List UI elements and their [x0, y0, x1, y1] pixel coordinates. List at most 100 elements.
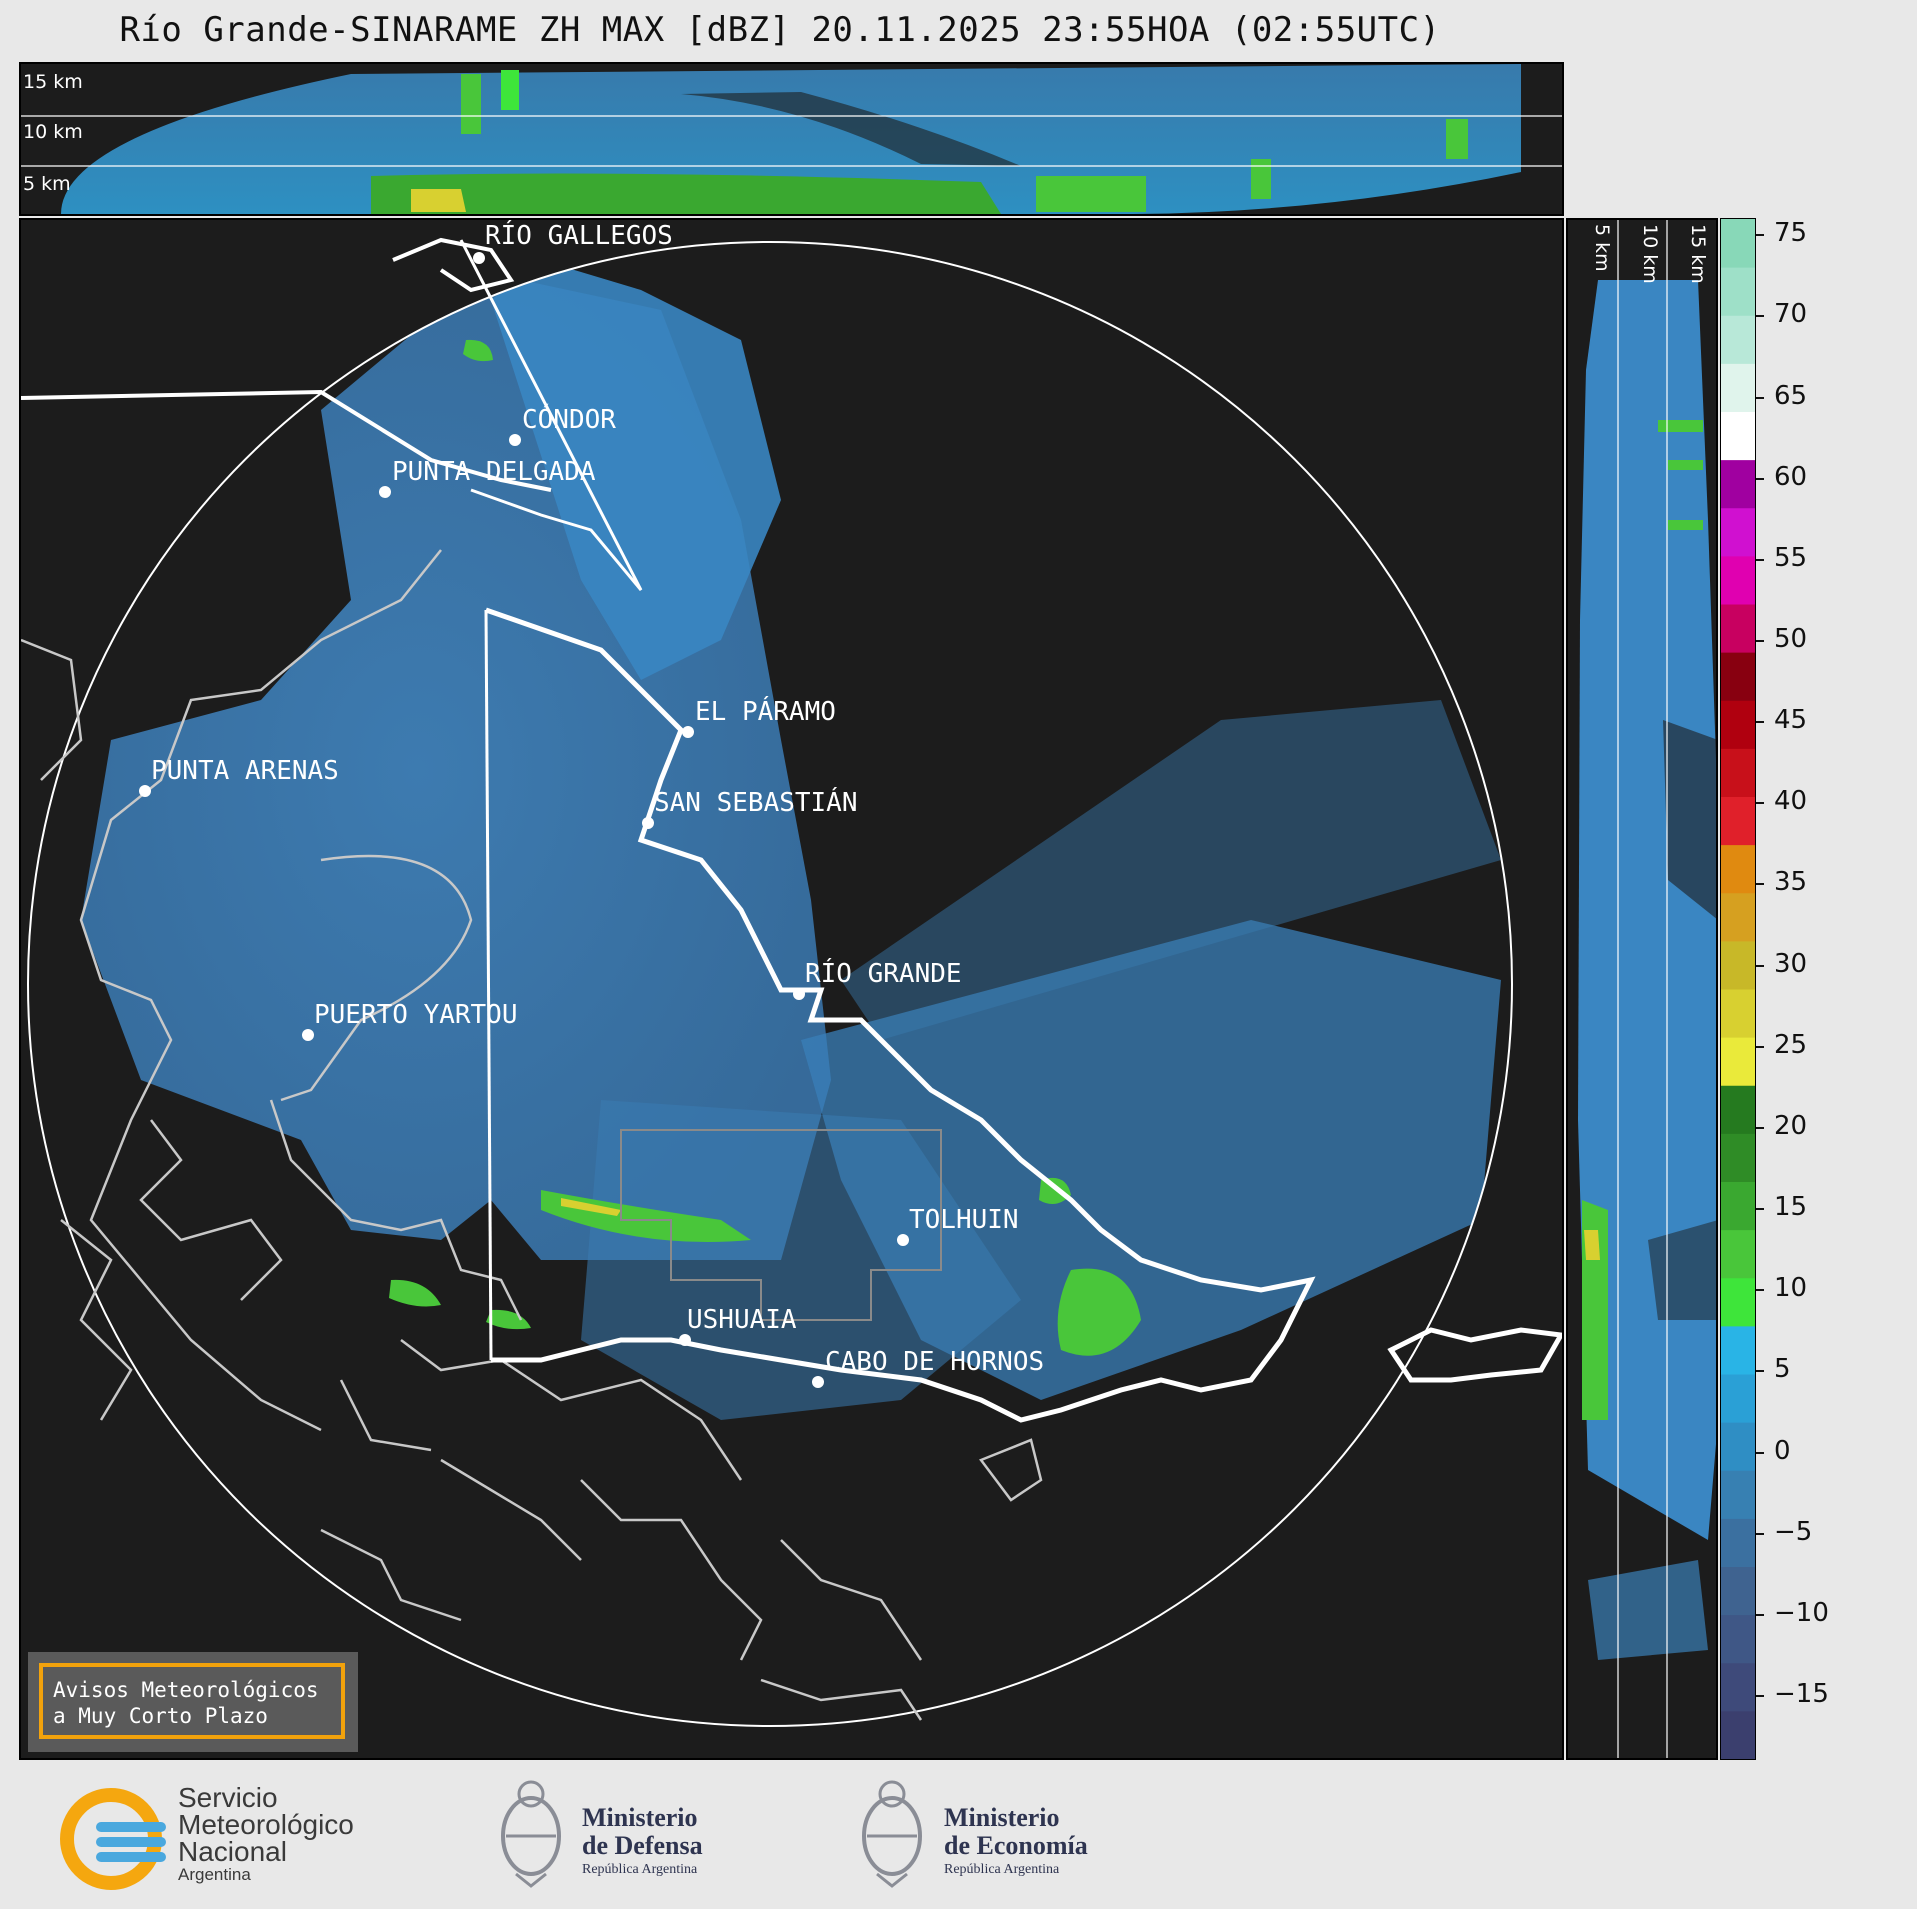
- colorbar-tick-mark: [1756, 1289, 1764, 1292]
- echo-convective-band: [561, 1198, 621, 1216]
- colorbar-band: [1721, 1037, 1755, 1086]
- colorbar-band: [1721, 507, 1755, 557]
- notice-line: Avisos Meteorológicos: [53, 1678, 319, 1702]
- colorbar-tick-label: 45: [1774, 705, 1808, 736]
- colorbar-tick-label: 65: [1774, 380, 1808, 411]
- radar-map-panel: RÍO GALLEGOS CÓNDOR PUNTA DELGADA EL PÁR…: [19, 218, 1564, 1760]
- top-echo-dark-patch: [681, 92, 1021, 166]
- colorbar-band: [1721, 1181, 1755, 1231]
- colorbar-tick-label: 60: [1774, 461, 1808, 492]
- colorbar-band: [1721, 1133, 1755, 1182]
- place-label: PUNTA DELGADA: [392, 457, 596, 487]
- defensa-shield-icon: [501, 1780, 561, 1888]
- coastlines: [21, 549, 1043, 1721]
- city-marker: [302, 1029, 314, 1041]
- side-echo-dark-gaps: [1648, 1220, 1716, 1320]
- side-cross-section-panel: 5 km 10 km 15 km: [1566, 218, 1718, 1760]
- echo-convective-cell: [1039, 1177, 1071, 1204]
- economia-shield-icon: [862, 1780, 922, 1888]
- colorbar-band: [1721, 604, 1755, 653]
- colorbar-tick-label: 55: [1774, 542, 1808, 573]
- colorbar-band: [1721, 940, 1755, 990]
- notice-line: a Muy Corto Plazo: [53, 1704, 268, 1728]
- top-height-label: 10 km: [23, 121, 83, 143]
- colorbar-tick-label: 5: [1774, 1354, 1791, 1385]
- colorbar-tick-mark: [1756, 1370, 1764, 1373]
- colorbar-band: [1721, 1277, 1755, 1327]
- place-label: PUERTO YARTOU: [314, 1000, 518, 1030]
- defensa-text: República Argentina: [582, 1862, 698, 1877]
- colorbar-tick-mark: [1756, 802, 1764, 805]
- colorbar-tick-mark: [1756, 396, 1764, 399]
- side-convective-column: [1584, 1230, 1600, 1260]
- colorbar-band: [1721, 1710, 1755, 1760]
- colorbar-band: [1721, 652, 1755, 701]
- top-height-label: 15 km: [23, 71, 83, 93]
- economia-text: Ministerio: [944, 1803, 1060, 1832]
- colorbar-tick-label: 70: [1774, 299, 1808, 330]
- colorbar-tick-mark: [1756, 721, 1764, 724]
- colorbar-tick-mark: [1756, 315, 1764, 318]
- colorbar-tick-mark: [1756, 477, 1764, 480]
- city-marker: [793, 988, 805, 1000]
- echo-convective-band: [541, 1190, 751, 1242]
- colorbar-tick-label: −5: [1774, 1516, 1813, 1547]
- colorbar-tick-label: −10: [1774, 1597, 1829, 1628]
- side-convective-cell: [1668, 520, 1703, 530]
- footer-logos: Servicio Meteorológico Nacional Argentin…: [0, 1762, 1917, 1909]
- top-convective-cell: [1036, 176, 1146, 212]
- colorbar-tick-label: 35: [1774, 867, 1808, 898]
- echo-north-rays: [491, 260, 781, 680]
- city-marker: [509, 434, 521, 446]
- colorbar-band: [1721, 459, 1755, 509]
- tierra-del-fuego-coast: [485, 607, 1316, 1423]
- colorbar-band: [1721, 844, 1755, 894]
- colorbar-tick-mark: [1756, 234, 1764, 237]
- colorbar-band: [1721, 1470, 1755, 1519]
- colorbar-band: [1721, 555, 1755, 605]
- city-marker: [682, 726, 694, 738]
- smn-text: Servicio: [178, 1782, 278, 1813]
- smn-text: Argentina: [178, 1865, 251, 1884]
- top-convective-cell: [1446, 119, 1468, 159]
- colorbar-tick-label: 20: [1774, 1110, 1808, 1141]
- smn-text: Meteorológico: [178, 1809, 354, 1840]
- side-height-label: 15 km: [1687, 224, 1709, 284]
- colorbar-band: [1721, 892, 1755, 942]
- city-marker: [642, 817, 654, 829]
- city-marker: [139, 785, 151, 797]
- colorbar-band: [1721, 219, 1755, 268]
- place-label: PUNTA ARENAS: [151, 756, 339, 786]
- colorbar-band: [1721, 1566, 1755, 1616]
- colorbar-tick-mark: [1756, 883, 1764, 886]
- colorbar-tick-mark: [1756, 964, 1764, 967]
- colorbar-tick-label: 25: [1774, 1029, 1808, 1060]
- colorbar-tick-mark: [1756, 1126, 1764, 1129]
- defensa-text: de Defensa: [582, 1831, 703, 1860]
- chile-argentina-land-border: [484, 609, 493, 1361]
- side-height-label: 10 km: [1639, 224, 1661, 284]
- echo-convective-cell: [389, 1279, 441, 1307]
- colorbar-tick-label: 30: [1774, 948, 1808, 979]
- colorbar-band: [1721, 1085, 1755, 1134]
- dbz-colorbar: [1720, 218, 1756, 1760]
- top-low-level-band: [371, 173, 1001, 214]
- colorbar-tick-mark: [1756, 1451, 1764, 1454]
- defensa-text: Ministerio: [582, 1803, 698, 1832]
- top-convective-cell: [1251, 159, 1271, 199]
- colorbar-band: [1721, 1325, 1755, 1375]
- echo-east-rays: [841, 700, 1501, 1040]
- province-outline: [620, 1129, 942, 1321]
- city-marker: [679, 1334, 691, 1346]
- colorbar-band: [1721, 1229, 1755, 1279]
- city-marker: [379, 486, 391, 498]
- colorbar-tick-label: 15: [1774, 1192, 1808, 1223]
- colorbar-tick-mark: [1756, 1208, 1764, 1211]
- colorbar-tick-label: 40: [1774, 786, 1808, 817]
- colorbar-band: [1721, 989, 1755, 1038]
- place-label: SAN SEBASTIÁN: [654, 786, 858, 818]
- colorbar-band: [1721, 363, 1755, 412]
- place-label: EL PÁRAMO: [695, 695, 836, 727]
- place-label: RÍO GRANDE: [805, 957, 962, 989]
- side-convective-cell: [1658, 420, 1703, 432]
